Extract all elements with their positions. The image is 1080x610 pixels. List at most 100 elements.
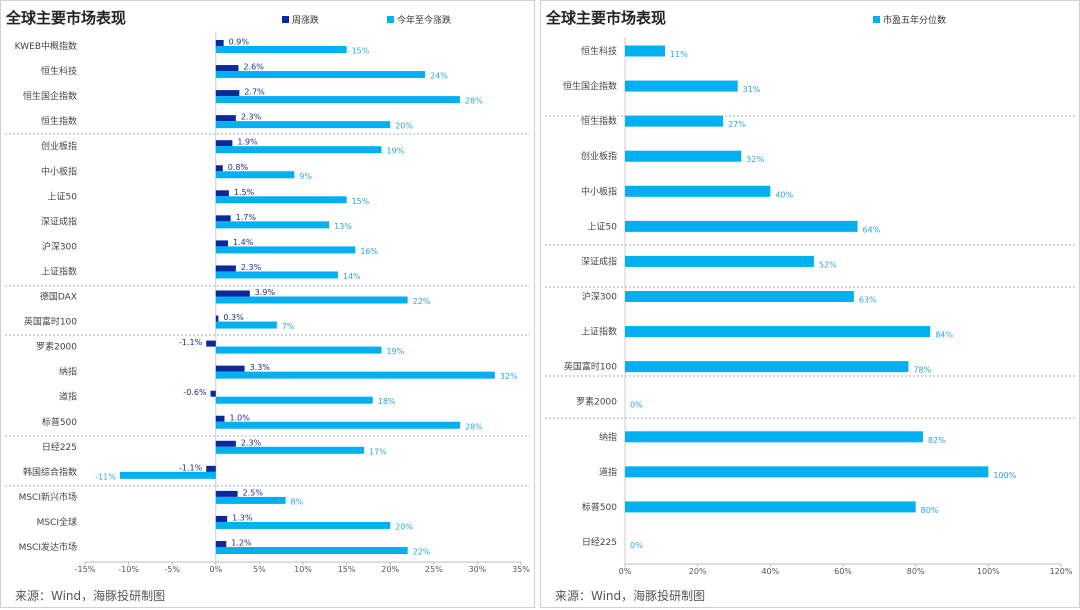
data-label: 32% (500, 372, 518, 381)
bar-value (625, 80, 738, 92)
data-label: 1.3% (232, 513, 253, 522)
bar-weekly (215, 40, 224, 46)
chart-title: 全球主要市场表现 (6, 9, 127, 27)
bar-chart-right: 0% 20% 40% 60% 80% 100% 120% 恒生科技 11% 恒生国企指数 31% 恒生… (545, 37, 1075, 576)
bar-value (215, 271, 338, 279)
bar-value (625, 45, 665, 57)
data-label: 8% (291, 497, 304, 506)
category-label: 上证指数 (41, 265, 77, 277)
bar-value (215, 246, 356, 254)
source-note: 来源：Wind，海豚投研制图 (555, 589, 706, 603)
data-label: 13% (334, 222, 352, 231)
data-label: -1.1% (179, 338, 203, 347)
x-tick-label: 30% (469, 565, 487, 574)
x-tick-label: 5% (253, 565, 266, 574)
bar-value (215, 496, 286, 504)
legend-item-weekly: 周涨跌 (282, 13, 319, 26)
category-label: 中小板指 (41, 165, 77, 177)
category-label: 恒生国企指数 (563, 80, 617, 92)
category-label: 恒生科技 (581, 45, 617, 57)
bar-weekly (206, 340, 216, 347)
bar-weekly (215, 265, 236, 272)
category-label: 创业板指 (41, 140, 77, 152)
data-label: 20% (395, 522, 413, 531)
market-performance-panel: 全球主要市场表现 周涨跌 今年至今涨跌 -15% -10% -5% 0% 5% 10% 15… (0, 0, 535, 608)
category-label: 沪深300 (42, 240, 77, 252)
category-label: 纳指 (59, 366, 77, 378)
data-label: 31% (743, 85, 761, 94)
data-label: 3.9% (255, 288, 276, 297)
data-label: 82% (928, 436, 946, 445)
data-label: -1.1% (179, 463, 203, 472)
x-tick-label: 80% (907, 567, 925, 576)
category-label: 日经225 (582, 536, 617, 548)
data-label: 22% (413, 297, 431, 306)
category-label: 深证成指 (41, 215, 77, 227)
bar-value (215, 296, 408, 304)
category-label: MSCI全球 (37, 516, 77, 528)
legend-swatch (873, 16, 880, 23)
category-label: 罗素2000 (576, 396, 617, 408)
data-label: 11% (670, 50, 688, 59)
category-label: 罗素2000 (36, 341, 77, 353)
bar-value (215, 346, 382, 354)
bar-value (625, 431, 923, 443)
x-tick-label: 20% (381, 565, 399, 574)
x-tick-label: 60% (834, 567, 852, 576)
data-label: 100% (993, 471, 1016, 480)
bar-value (215, 521, 391, 529)
data-label: -0.6% (183, 388, 207, 397)
bar-weekly (215, 490, 238, 497)
data-label: 27% (728, 120, 746, 129)
bar-value (625, 150, 742, 162)
data-label: 2.3% (241, 263, 262, 272)
data-label: 84% (935, 331, 953, 340)
data-label: 40% (775, 190, 793, 199)
bar-value (215, 446, 365, 454)
legend-item-ytd: 今年至今涨跌 (387, 13, 451, 26)
bar-value (215, 96, 460, 104)
data-label: 1.2% (231, 539, 252, 548)
data-label: 0.8% (228, 163, 249, 172)
category-label: 深证成指 (581, 255, 617, 267)
data-label: 14% (343, 272, 361, 281)
x-tick-label: 0% (209, 565, 222, 574)
data-label: 16% (360, 247, 378, 256)
data-label: 19% (386, 147, 404, 156)
bar-value (625, 326, 931, 338)
category-label: 德国DAX (40, 291, 77, 303)
legend-label: 周涨跌 (292, 16, 320, 26)
bar-value (215, 121, 391, 129)
category-label: KWEB中概指数 (15, 40, 77, 52)
data-label: 2.3% (241, 113, 262, 122)
bar-weekly (215, 215, 231, 222)
legend-swatch (387, 16, 394, 23)
category-label: 恒生指数 (41, 115, 77, 127)
x-tick-label: -15% (75, 565, 96, 574)
bar-value (625, 255, 814, 267)
bar-value (215, 171, 295, 179)
category-label: 恒生指数 (581, 115, 617, 127)
x-tick-label: 35% (512, 565, 530, 574)
data-label: 28% (465, 97, 483, 106)
data-label: 1.7% (236, 213, 257, 222)
bar-weekly (215, 140, 233, 147)
data-label: 18% (378, 397, 396, 406)
bar-value (215, 221, 330, 229)
category-label: 上证指数 (581, 326, 617, 338)
x-tick-label: 20% (689, 567, 707, 576)
bar-value (625, 466, 989, 478)
category-label: 上证50 (588, 221, 618, 232)
bar-value (215, 371, 495, 379)
x-tick-label: 100% (977, 567, 1000, 576)
valuation-percentile-panel: 全球主要市场表现 市盈五年分位数 0% 20% 40% 60% 80% 100% 120% 恒… (540, 0, 1080, 608)
bar-value (215, 71, 426, 79)
chart-title: 全球主要市场表现 (546, 9, 667, 27)
bar-weekly (215, 415, 225, 422)
data-label: 78% (913, 366, 931, 375)
x-tick-label: -5% (164, 565, 180, 574)
data-label: 52% (819, 260, 837, 269)
bar-value (625, 291, 854, 302)
bar-weekly (215, 315, 219, 322)
bar-value (215, 46, 347, 53)
